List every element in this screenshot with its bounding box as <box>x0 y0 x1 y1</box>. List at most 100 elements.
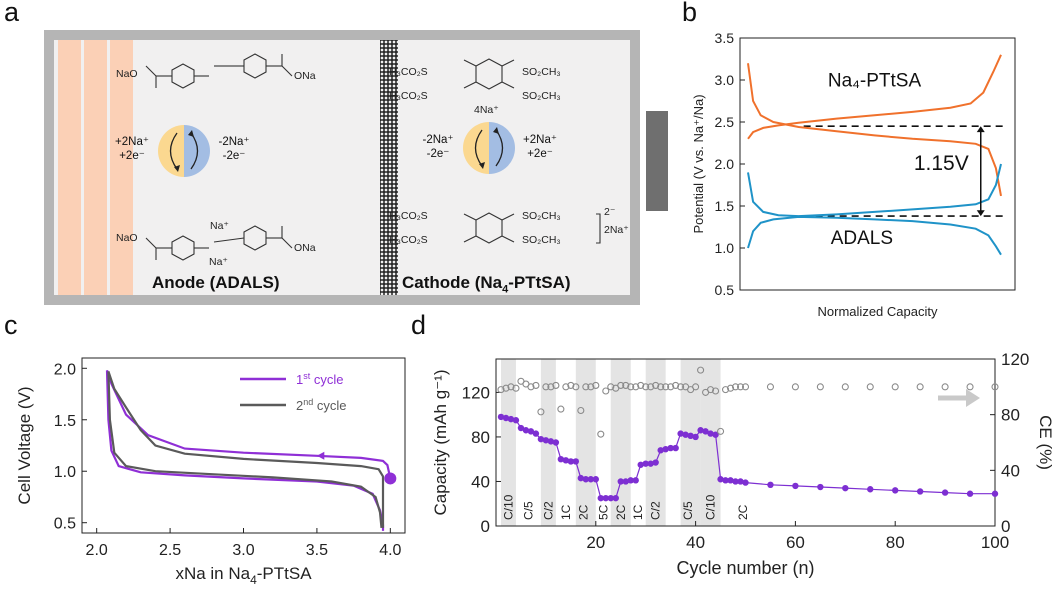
chart-d-capacity-point <box>527 428 535 435</box>
cathode-reduction-text: +2Na⁺ +2e⁻ <box>523 134 557 160</box>
cathode-oxidation-text: -2Na⁺ -2e⁻ <box>422 134 454 160</box>
chart-d-capacity-point <box>532 430 540 437</box>
chart-d-capacity-point <box>817 483 824 491</box>
chart-d-capacity-point <box>867 486 874 493</box>
chart-d-capacity-point <box>502 414 510 422</box>
chart-c: 2.0 2.5 3.0 3.5 4.0 0.5 1.0 1.5 2.0 1st cycle 2nd … <box>15 357 406 587</box>
chart-d-ce-point <box>991 383 999 391</box>
chart-d-capacity-point <box>687 432 694 440</box>
chart-d-ce-point <box>527 383 535 391</box>
chart-d-capacity-point <box>512 417 520 424</box>
cathode-bottom-right-1: SO₂CH₃ <box>522 210 561 222</box>
current-collector-2 <box>84 40 107 295</box>
chart-d-ce-point <box>607 383 615 391</box>
anode-bottom-ring-left <box>171 235 195 261</box>
cathode-top-left-2: H₃CO₂S <box>389 90 428 102</box>
chart-c-start-point <box>384 472 397 485</box>
chart-d-rate-band-3 <box>610 359 631 526</box>
chart-c-xtick-label-3: 3.5 <box>306 542 328 559</box>
chart-d-ytick-right-label-0: 0 <box>1001 517 1010 536</box>
chart-d-rate-label-11: 2C <box>736 504 750 520</box>
chart-d-capacity-point <box>941 489 949 496</box>
chart-b-ytick-label-1: 1.0 <box>715 240 735 256</box>
cell-interior <box>54 40 630 295</box>
chart-d-capacity-point <box>587 476 595 483</box>
chart-d-rate-label-4: 2C <box>576 504 590 520</box>
chart-d-ce-point <box>572 383 580 391</box>
chart-d-ce-point <box>736 383 745 391</box>
chart-d-ce-point <box>577 406 585 415</box>
chart-d-capacity-point <box>702 428 709 435</box>
anode-bottom-ona: ONa <box>294 242 316 254</box>
chart-c-xtick-label-0: 2.0 <box>86 542 108 559</box>
chart-d-xtick-label-4: 100 <box>981 533 1009 552</box>
chart-d-ce-point <box>816 383 824 391</box>
chart-d-rate-label-8: C/2 <box>649 501 663 520</box>
chart-d-capacity-point <box>657 447 664 454</box>
chart-d-ce-point <box>532 381 540 389</box>
chart-d-rate-label-6: 2C <box>614 504 628 520</box>
chart-d-ce-point <box>647 383 655 391</box>
chart-d-ce-point <box>716 427 725 435</box>
chart-d-capacity-point <box>592 476 599 483</box>
chart-d-ytick-right-label-3: 120 <box>1001 350 1029 369</box>
panel-letter-b: b <box>682 0 698 27</box>
anode-label: Anode (ADALS) <box>152 273 280 292</box>
chart-c-ytick-label-3: 2.0 <box>54 361 76 378</box>
chart-d-ce-point <box>547 383 555 391</box>
chart-d-capacity-point <box>727 477 734 484</box>
chart-c-direction-arrow <box>316 451 325 460</box>
chart-d-capacity-point <box>622 478 629 485</box>
chart-b-gap-label: 1.15V <box>914 152 969 175</box>
chart-d-capacity-point <box>742 479 749 486</box>
cathode-label-end: -PTtSA) <box>508 273 571 292</box>
chart-c-xlabel: xNa in Na4-PTtSA <box>175 564 312 587</box>
panel-letter-a: a <box>4 0 20 27</box>
cathode-bottom-right-2: SO₂CH₃ <box>522 234 561 246</box>
chart-d-capacity-point <box>567 458 575 465</box>
anode-top-nao: NaO <box>116 68 138 80</box>
chart-d-ce-point <box>582 383 590 391</box>
chart-d-rate-label-2: C/2 <box>541 501 555 520</box>
chart-d-ytick-right-label-1: 40 <box>1001 461 1020 480</box>
chart-d-ce-point <box>841 383 849 391</box>
chart-d-ce-point <box>557 405 565 413</box>
chart-d-ytick-left-label-1: 40 <box>471 472 490 491</box>
chart-d-capacity-point <box>517 424 525 432</box>
chart-d-ce-point <box>672 381 680 389</box>
anode-bottom-nao: NaO <box>116 232 138 244</box>
chart-d-ce-point <box>537 408 545 416</box>
chart-d-ce-point <box>677 383 685 391</box>
chart-d-ce-point <box>657 383 665 391</box>
chart-d-ytick-left-label-0: 0 <box>481 517 490 536</box>
chart-c-xtick-label-1: 2.5 <box>159 542 181 559</box>
cathode-top-counterion: 4Na⁺ <box>474 104 499 116</box>
battery-terminal <box>646 111 668 211</box>
cathode-charge: 2⁻ <box>604 206 616 218</box>
chart-d-ytick-right-label-2: 80 <box>1001 406 1020 425</box>
chart-d-capacity-point <box>577 474 585 482</box>
chart-d-capacity-point <box>792 482 799 490</box>
chart-d-capacity-point <box>572 458 580 465</box>
chart-d-capacity-point <box>582 476 590 483</box>
chart-d-capacity-point <box>712 431 719 438</box>
chart-d-capacity-point <box>892 487 899 494</box>
chart-d-ce-point <box>627 383 635 391</box>
chart-d-capacity-point <box>637 461 644 468</box>
chart-d-capacity-point <box>612 494 619 502</box>
chart-d-xtick-label-3: 80 <box>886 533 905 552</box>
chart-d-ce-point <box>502 384 510 392</box>
chart-d-ce-point <box>552 381 560 389</box>
panel-letter-c: c <box>4 310 18 340</box>
chart-d-capacity-point <box>627 477 634 484</box>
chart-d-capacity-point <box>682 431 689 438</box>
chart-d-ce-point <box>507 383 515 391</box>
chart-d-ce-point <box>512 384 520 392</box>
chart-c-ytick-label-2: 1.5 <box>54 413 76 430</box>
chart-d-capacity-point <box>662 445 669 453</box>
chart-d-ce-point <box>587 383 595 391</box>
chart-d-rate-label-10: C/10 <box>704 494 718 520</box>
chart-b-series-3 <box>747 215 1002 256</box>
chart-b-series-1 <box>747 63 1002 197</box>
